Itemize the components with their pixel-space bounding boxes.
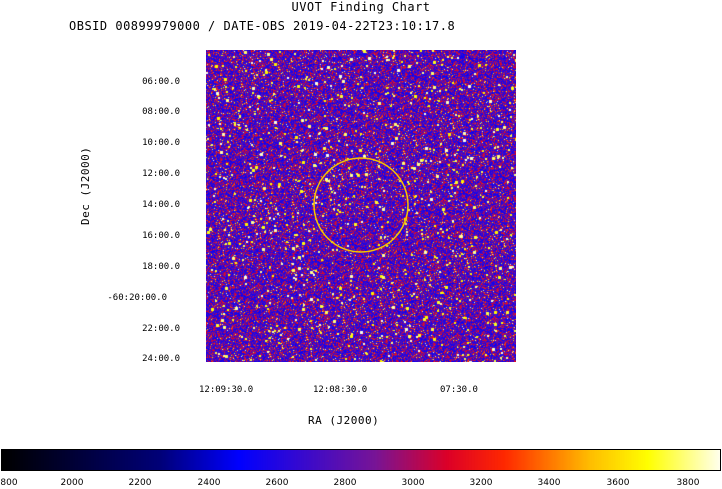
dec-tick-label: 14:00.0 xyxy=(142,200,180,210)
colorbar-tick-label: 3600 xyxy=(606,478,630,488)
colorbar-tick-label: 3800 xyxy=(676,478,700,488)
dec-tick-label: 16:00.0 xyxy=(142,231,180,241)
dec-tick-label: 06:00.0 xyxy=(142,77,180,87)
dec-tick-label: -60:20:00.0 xyxy=(107,293,167,303)
colorbar-tick-label: 2600 xyxy=(265,478,289,488)
dec-axis-label: Dec (J2000) xyxy=(79,146,92,225)
ra-tick-label: 12:08:30.0 xyxy=(313,385,368,395)
colorbar-tick-label: 3200 xyxy=(469,478,493,488)
colorbar-tick-label: 2000 xyxy=(60,478,84,488)
observation-subtitle: OBSID 00899979000 / DATE-OBS 2019-04-22T… xyxy=(69,19,456,33)
sky-image[interactable] xyxy=(206,50,516,362)
colorbar-tick-label: 800 xyxy=(0,478,18,488)
dec-tick-label: 22:00.0 xyxy=(142,324,180,334)
dec-tick-label: 10:00.0 xyxy=(142,138,180,148)
source-region-overlay xyxy=(313,157,409,253)
colorbar-tick-label: 2800 xyxy=(333,478,357,488)
colorbar-tick-label: 3400 xyxy=(537,478,561,488)
dec-tick-label: 08:00.0 xyxy=(142,107,180,117)
colorbar-tick-label: 2400 xyxy=(197,478,221,488)
ra-axis-label: RA (J2000) xyxy=(308,414,380,427)
dec-tick-label: 12:00.0 xyxy=(142,169,180,179)
colorbar-gradient xyxy=(2,450,720,470)
sky-image-canvas xyxy=(206,50,516,362)
colorbar-tick-label: 2200 xyxy=(128,478,152,488)
ra-tick-label: 07:30.0 xyxy=(440,385,478,395)
colorbar-tick-label: 3000 xyxy=(401,478,425,488)
dec-tick-label: 18:00.0 xyxy=(142,262,180,272)
ra-tick-label: 12:09:30.0 xyxy=(199,385,254,395)
colorbar xyxy=(1,449,721,471)
source-region-circle[interactable] xyxy=(313,157,409,253)
chart-title: UVOT Finding Chart xyxy=(291,0,431,14)
dec-tick-label: 24:00.0 xyxy=(142,354,180,364)
